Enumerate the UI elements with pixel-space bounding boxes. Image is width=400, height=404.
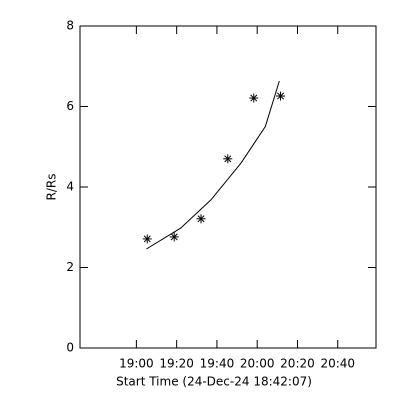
asterisk-stroke: [250, 94, 258, 102]
asterisk-stroke: [224, 155, 232, 163]
x-tick-label: 20:40: [320, 357, 355, 371]
y-tick-label: 0: [66, 341, 74, 355]
fit-curve: [146, 80, 280, 250]
x-tick-label: 20:20: [280, 357, 315, 371]
y-tick-label: 2: [66, 260, 74, 274]
asterisk-stroke: [170, 233, 178, 241]
x-tick-label: 19:20: [159, 357, 194, 371]
y-tick-label: 8: [66, 19, 74, 33]
plot-frame: [79, 25, 377, 349]
asterisk-marker: [196, 214, 206, 224]
asterisk-marker: [276, 91, 286, 101]
asterisk-stroke: [277, 92, 285, 100]
y-tick-label: 4: [66, 180, 74, 194]
x-tick-label: 19:00: [119, 357, 154, 371]
asterisk-marker: [249, 93, 259, 103]
asterisk-stroke: [143, 235, 151, 243]
asterisk-marker: [223, 154, 233, 164]
x-axis-label: Start Time (24-Dec-24 18:42:07): [116, 375, 312, 389]
asterisk-marker: [142, 234, 152, 244]
y-tick-label: 6: [66, 99, 74, 113]
x-tick-label: 20:00: [240, 357, 275, 371]
asterisk-stroke: [197, 215, 205, 223]
asterisk-marker: [169, 232, 179, 242]
y-axis-label: R/Rs: [45, 174, 59, 201]
x-tick-label: 19:40: [200, 357, 235, 371]
